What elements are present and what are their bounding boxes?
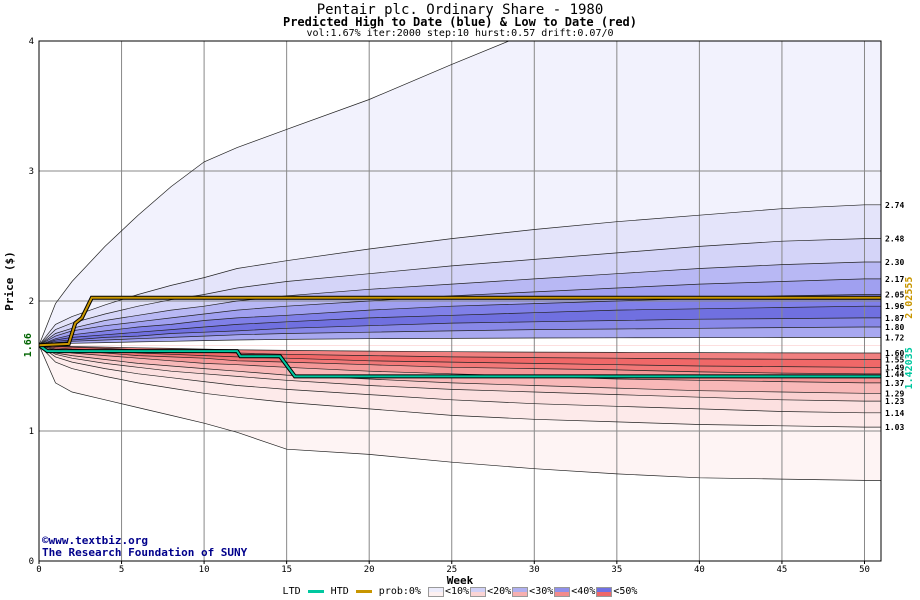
band-end-label-12: 1.49 <box>885 363 904 372</box>
ltd-line <box>39 344 881 378</box>
band-end-label-3: 1.96 <box>885 302 904 311</box>
upper-band-fill-0 <box>39 337 881 346</box>
band-end-label-13: 1.44 <box>885 370 904 379</box>
legend-swatch-3 <box>554 586 571 597</box>
band-end-label-8: 2.74 <box>885 201 904 210</box>
upper-band-line-7 <box>39 238 881 346</box>
x-tick-label-40: 40 <box>694 565 705 575</box>
plot-frame <box>38 40 882 562</box>
band-end-label-11: 1.55 <box>885 356 904 365</box>
y-tick-label-3: 3 <box>29 167 34 177</box>
lower-band-line-9 <box>39 345 881 481</box>
x-tick-label-45: 45 <box>777 565 788 575</box>
upper-band-line-5 <box>39 278 881 346</box>
band-end-label-17: 1.14 <box>885 409 904 418</box>
y-axis-label: Price ($) <box>3 251 16 311</box>
upper-band-line-3 <box>39 305 881 346</box>
upper-band-line-1 <box>39 326 881 346</box>
upper-band-line-0 <box>39 337 881 346</box>
legend-swatch-0 <box>427 586 444 597</box>
x-tick-label-15: 15 <box>281 565 292 575</box>
lower-band-line-1 <box>39 344 881 360</box>
lower-band-line-7 <box>39 344 881 414</box>
chart-params: vol:1.67% iter:2000 step:10 hurst:0.57 d… <box>306 28 614 39</box>
x-tick-label-0: 0 <box>36 565 41 575</box>
legend-swatch-1 <box>470 586 487 597</box>
legend-label-3: <40% <box>571 586 596 597</box>
legend-items: <10% <20% <30% <40% <50% <box>427 586 637 598</box>
org-label: The Research Foundation of SUNY <box>42 546 248 559</box>
x-tick-label-10: 10 <box>199 565 210 575</box>
legend-label-1: <20% <box>487 586 512 597</box>
x-tick-label-20: 20 <box>364 565 375 575</box>
lower-band-line-0 <box>39 344 881 354</box>
legend-label-0: <10% <box>444 586 470 597</box>
band-end-label-10: 1.60 <box>885 349 904 358</box>
legend: LTD HTD prob:0% <10% <20% <30% <40% <50% <box>0 586 920 598</box>
band-end-label-15: 1.29 <box>885 389 904 398</box>
site-label: www.textbiz.org <box>48 534 148 547</box>
band-end-label-6: 2.30 <box>885 258 904 267</box>
legend-htd-line <box>355 590 372 594</box>
upper-band-line-8 <box>39 204 881 346</box>
legend-label-4: <50% <box>613 586 638 597</box>
x-tick-label-30: 30 <box>529 565 540 575</box>
chart-subtitle: Predicted High to Date (blue) & Low to D… <box>282 15 637 29</box>
y-tick-label-0: 0 <box>29 557 34 567</box>
htd-line <box>39 296 881 347</box>
x-axis-label: Week <box>447 574 474 587</box>
start-price-label: 1.66 <box>23 333 34 357</box>
ltd-end-label: 1.42035 <box>904 347 915 389</box>
lower-band-line-6 <box>39 344 881 402</box>
band-end-label-1: 1.80 <box>885 323 904 332</box>
lower-band-fill-0 <box>39 345 881 353</box>
lower-band-line-8 <box>39 344 881 428</box>
band-end-label-2: 1.87 <box>885 314 904 323</box>
upper-band-line-9 <box>39 41 510 346</box>
x-tick-label-5: 5 <box>119 565 124 575</box>
htd-end-label: 2.02555 <box>904 277 915 319</box>
copyright-icon: © <box>42 534 49 547</box>
band-end-label-7: 2.48 <box>885 235 904 244</box>
band-end-label-18: 1.03 <box>885 423 904 432</box>
legend-ltd-line <box>307 590 324 594</box>
legend-htd-label: HTD <box>330 586 349 598</box>
lower-band-line-5 <box>39 344 881 394</box>
band-end-label-14: 1.37 <box>885 379 904 388</box>
y-tick-label-2: 2 <box>29 297 34 307</box>
band-end-label-4: 2.05 <box>885 291 904 300</box>
band-end-label-0: 1.72 <box>885 333 904 342</box>
x-tick-label-50: 50 <box>859 565 870 575</box>
band-end-label-16: 1.23 <box>885 397 904 406</box>
legend-prob-label: prob:0% <box>378 586 421 598</box>
plot-area <box>39 41 881 561</box>
legend-label-2: <30% <box>529 586 554 597</box>
legend-ltd-label: LTD <box>282 586 301 598</box>
chart-title: Pentair plc. Ordinary Share - 1980 <box>316 2 604 18</box>
upper-band-line-2 <box>39 317 881 346</box>
band-end-label-5: 2.17 <box>885 275 904 284</box>
legend-swatch-2 <box>512 586 529 597</box>
y-tick-label-4: 4 <box>29 37 34 47</box>
copyright-site: ©www.textbiz.org <box>42 534 148 547</box>
x-tick-label-25: 25 <box>446 565 457 575</box>
legend-swatch-4 <box>596 586 613 597</box>
y-tick-label-1: 1 <box>29 427 34 437</box>
x-tick-label-35: 35 <box>611 565 622 575</box>
